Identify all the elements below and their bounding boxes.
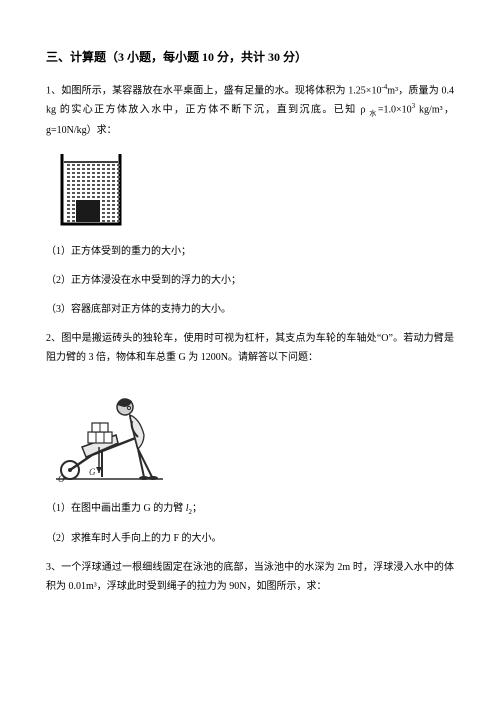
q1-intro: 1、如图所示，某容器放在水平桌面上，盛有足量的水。现将体积为 1.25×10-4… (46, 81, 454, 140)
q2-sub1: （1）在图中画出重力 G 的力臂 l2； (46, 499, 454, 519)
q1-sub2: （2）正方体浸没在水中受到的浮力的大小； (46, 271, 454, 290)
section-title: 三、计算题（3 小题，每小题 10 分，共计 30 分） (46, 48, 454, 65)
q1-figure (56, 150, 454, 228)
svg-text:O: O (58, 474, 65, 484)
q3-intro: 3、一个浮球通过一根细线固定在泳池的底部，当泳池中的水深为 2m 时，浮球浸入水… (46, 558, 454, 596)
q2-s1a: （1）在图中画出重力 G 的力臂 (46, 503, 186, 514)
q1-text-c: =1.0×10 (378, 105, 412, 116)
q2-s1b: ； (192, 503, 202, 514)
svg-text:G: G (89, 467, 96, 477)
q2-figure: OG (52, 377, 454, 485)
q2-intro: 2、图中是搬运砖头的独轮车，使用时可视为杠杆，其支点为车轮的车轴处“O”。若动力… (46, 329, 454, 367)
q1-text-a: 1、如图所示，某容器放在水平桌面上，盛有足量的水。现将体积为 1.25×10 (46, 85, 381, 96)
q1-sub-water: 水 (369, 110, 377, 118)
q1-sub1: （1）正方体受到的重力的大小； (46, 242, 454, 261)
q1-sub3: （3）容器底部对正方体的支持力的大小。 (46, 300, 454, 319)
q2-sub2: （2）求推车时人手向上的力 F 的大小。 (46, 529, 454, 548)
container-diagram (56, 150, 126, 228)
wheelbarrow-diagram: OG (52, 377, 167, 485)
